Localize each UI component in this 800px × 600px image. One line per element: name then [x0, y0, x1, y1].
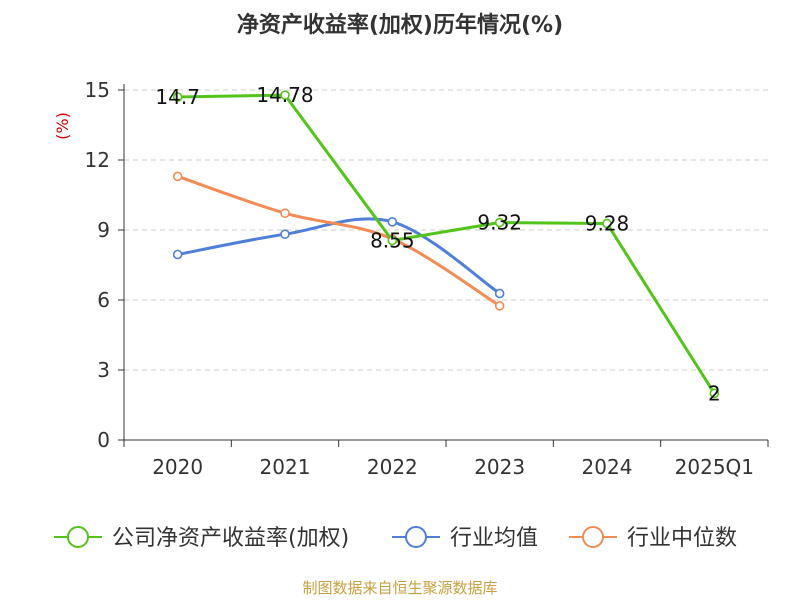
- data-point: [172, 171, 183, 182]
- x-tick-labels: 2020 2021 2022 2023 2024 2025Q1: [152, 455, 754, 479]
- y-tick-label: 0: [97, 428, 110, 452]
- y-tick-label: 6: [97, 288, 110, 312]
- y-tick-label: 15: [85, 78, 110, 102]
- x-tick-label: 2021: [260, 455, 311, 479]
- source-note: 制图数据来自恒生聚源数据库: [302, 579, 497, 597]
- series-2: [172, 171, 505, 311]
- data-point: [280, 229, 290, 239]
- x-tick-label: 2023: [474, 455, 525, 479]
- data-point: [172, 249, 183, 260]
- legend-marker-icon: [67, 526, 89, 548]
- x-tick-label: 2024: [582, 455, 633, 479]
- y-tick-label: 12: [85, 148, 110, 172]
- data-point: [709, 388, 720, 399]
- series-line: [177, 217, 501, 295]
- legend-marker-icon: [582, 526, 604, 548]
- y-axis-unit-label: (%): [53, 112, 72, 140]
- series-group: [172, 90, 720, 399]
- y-tick-labels: 0 3 6 9 12 15: [85, 78, 110, 452]
- legend-label: 行业中位数: [627, 526, 737, 551]
- data-point: [387, 235, 398, 246]
- data-label: 9.32: [477, 211, 522, 235]
- legend-label: 行业均值: [450, 526, 538, 551]
- axes: [118, 84, 769, 447]
- series-line: [177, 174, 501, 308]
- series-0: [172, 90, 720, 399]
- data-point: [280, 208, 290, 218]
- x-tick-label: 2020: [152, 455, 203, 479]
- data-label: 8.55: [370, 229, 415, 253]
- data-point: [494, 288, 505, 299]
- x-tick-label: 2025Q1: [675, 455, 754, 479]
- legend-item[interactable]: 行业均值: [392, 526, 538, 551]
- series-1: [172, 217, 505, 299]
- x-tick-label: 2022: [367, 455, 418, 479]
- data-point: [494, 301, 505, 311]
- data-point: [280, 90, 290, 100]
- data-point: [602, 218, 612, 229]
- data-label: 9.28: [585, 211, 630, 235]
- y-tick-label: 3: [97, 358, 110, 382]
- legend: 公司净资产收益率(加权) 行业均值 行业中位数: [54, 526, 737, 551]
- data-point: [494, 217, 505, 228]
- data-point: [172, 92, 183, 102]
- data-labels: 14.7 14.78 8.55 9.32 9.28 2: [155, 83, 720, 405]
- data-point: [387, 217, 398, 227]
- legend-item[interactable]: 行业中位数: [569, 526, 737, 551]
- legend-label: 公司净资产收益率(加权): [112, 526, 349, 551]
- data-label: 14.7: [155, 85, 200, 109]
- data-label: 2: [708, 381, 721, 405]
- series-line: [177, 93, 716, 395]
- chart-title: 净资产收益率(加权)历年情况(%): [237, 12, 563, 38]
- data-label: 14.78: [256, 83, 313, 107]
- legend-marker-icon: [405, 526, 427, 548]
- legend-item[interactable]: 公司净资产收益率(加权): [54, 526, 349, 551]
- y-tick-label: 9: [97, 218, 110, 242]
